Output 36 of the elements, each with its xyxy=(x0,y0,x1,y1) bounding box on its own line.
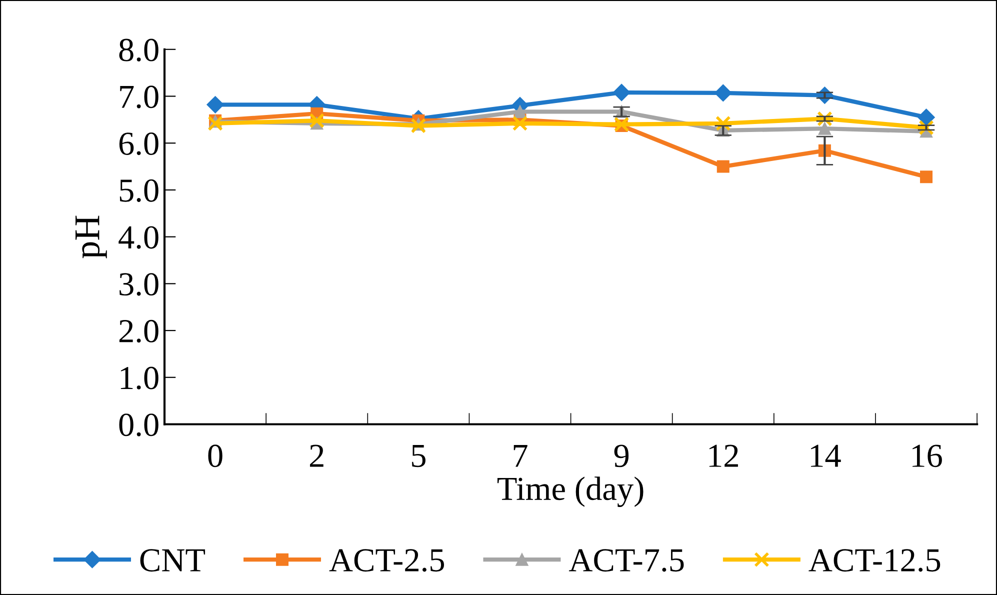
point xyxy=(614,116,630,132)
point xyxy=(715,116,731,132)
x-tick-label: 5 xyxy=(412,444,426,468)
x-tick-label: 14 xyxy=(810,444,841,467)
y-tick-label: 4.0 xyxy=(118,226,158,249)
legend-label: ACT-12.5 xyxy=(808,549,940,572)
point xyxy=(818,122,831,135)
legend-label: CNT xyxy=(140,549,206,572)
y-tick-label: 8.0 xyxy=(119,38,158,62)
y-tick-label: 6.0 xyxy=(119,132,158,156)
x-tick-label: 0 xyxy=(208,444,222,468)
point xyxy=(716,160,730,173)
x-tick-label: 12 xyxy=(709,444,738,467)
point xyxy=(309,112,324,128)
y-tick-label: 5.0 xyxy=(120,179,158,202)
point xyxy=(918,108,935,126)
y-tick-label: 2.0 xyxy=(119,320,158,343)
point xyxy=(613,84,630,102)
x-axis-title: Time (day) xyxy=(497,476,644,508)
point xyxy=(514,105,526,118)
x-tick-label: 16 xyxy=(912,444,942,468)
x-tick-label: 2 xyxy=(310,444,324,467)
point xyxy=(512,116,528,132)
y-tick-label: 7.0 xyxy=(120,86,158,108)
y-tick-label: 3.0 xyxy=(120,273,158,296)
point xyxy=(206,96,224,114)
legend-label: ACT-7.5 xyxy=(568,549,684,572)
y-axis-title: pH xyxy=(76,216,107,258)
legend-label: ACT-2.5 xyxy=(329,549,444,572)
x-tick-label: 7 xyxy=(514,444,528,467)
y-tick-label: 0.0 xyxy=(119,414,158,436)
point xyxy=(714,84,732,102)
x-tick-label: 9 xyxy=(614,444,629,468)
point xyxy=(920,170,933,184)
y-tick-label: 1.0 xyxy=(120,366,158,390)
point xyxy=(208,116,223,132)
